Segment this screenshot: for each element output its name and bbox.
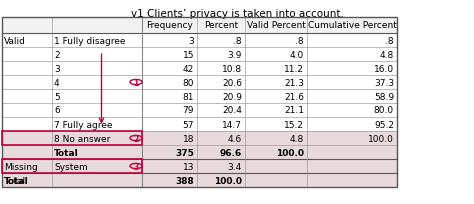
Text: Total: Total (4, 176, 25, 185)
Text: 2: 2 (54, 50, 60, 59)
Text: Valid: Valid (4, 36, 26, 45)
Text: 3: 3 (54, 64, 60, 73)
Text: 11.2: 11.2 (284, 64, 304, 73)
Text: 16.0: 16.0 (374, 64, 394, 73)
Text: 81: 81 (182, 92, 194, 101)
Text: 14.7: 14.7 (222, 120, 242, 129)
Text: 3.9: 3.9 (228, 50, 242, 59)
Text: Total: Total (54, 148, 79, 157)
Text: Percent: Percent (204, 21, 238, 30)
Text: Frequency: Frequency (146, 21, 193, 30)
Text: 100.0: 100.0 (368, 134, 394, 143)
Text: 3: 3 (188, 36, 194, 45)
Text: 1 Fully disagree: 1 Fully disagree (54, 36, 126, 45)
Text: 95.2: 95.2 (374, 120, 394, 129)
Text: 3: 3 (133, 162, 138, 171)
Text: 100.0: 100.0 (214, 176, 242, 185)
Text: 5: 5 (54, 92, 60, 101)
Text: .8: .8 (233, 36, 242, 45)
Text: System: System (54, 162, 88, 171)
Text: 388: 388 (175, 176, 194, 185)
Text: 8 No answer: 8 No answer (54, 134, 110, 143)
Text: 4.0: 4.0 (290, 50, 304, 59)
Text: 21.3: 21.3 (284, 78, 304, 87)
Text: 7 Fully agree: 7 Fully agree (54, 120, 112, 129)
Bar (2, 159, 397, 173)
Text: 13: 13 (182, 162, 194, 171)
Bar (2, 173, 397, 187)
Text: 100.0: 100.0 (276, 148, 304, 157)
Text: 1: 1 (133, 78, 138, 87)
Text: 15: 15 (182, 50, 194, 59)
Text: 58.9: 58.9 (374, 92, 394, 101)
Text: 2: 2 (133, 134, 138, 143)
Bar (2, 159, 142, 173)
Text: 20.4: 20.4 (222, 106, 242, 115)
Text: 4.6: 4.6 (228, 134, 242, 143)
Text: 375: 375 (175, 148, 194, 157)
Text: 21.6: 21.6 (284, 92, 304, 101)
Text: Total: Total (4, 176, 29, 185)
Bar (2, 145, 397, 159)
Text: 15.2: 15.2 (284, 120, 304, 129)
Text: Missing: Missing (4, 162, 38, 171)
Text: 96.6: 96.6 (220, 148, 242, 157)
Bar (2, 131, 142, 145)
Text: 4: 4 (54, 78, 60, 87)
Text: 10.8: 10.8 (222, 64, 242, 73)
Text: v1 Clients’ privacy is taken into account.: v1 Clients’ privacy is taken into accoun… (130, 9, 344, 19)
Text: 37.3: 37.3 (374, 78, 394, 87)
Text: 4.8: 4.8 (380, 50, 394, 59)
Text: .8: .8 (385, 36, 394, 45)
Text: 42: 42 (183, 64, 194, 73)
Text: 20.9: 20.9 (222, 92, 242, 101)
Text: 80: 80 (182, 78, 194, 87)
Text: 79: 79 (182, 106, 194, 115)
Text: .8: .8 (295, 36, 304, 45)
Bar (2, 18, 397, 34)
Bar (2, 131, 397, 145)
Text: 57: 57 (182, 120, 194, 129)
Text: Valid Percent: Valid Percent (246, 21, 305, 30)
Text: 18: 18 (182, 134, 194, 143)
Text: 4.8: 4.8 (290, 134, 304, 143)
Text: Cumulative Percent: Cumulative Percent (308, 21, 396, 30)
Text: 20.6: 20.6 (222, 78, 242, 87)
Text: 3.4: 3.4 (228, 162, 242, 171)
Text: 80.0: 80.0 (374, 106, 394, 115)
Text: 21.1: 21.1 (284, 106, 304, 115)
Text: 6: 6 (54, 106, 60, 115)
